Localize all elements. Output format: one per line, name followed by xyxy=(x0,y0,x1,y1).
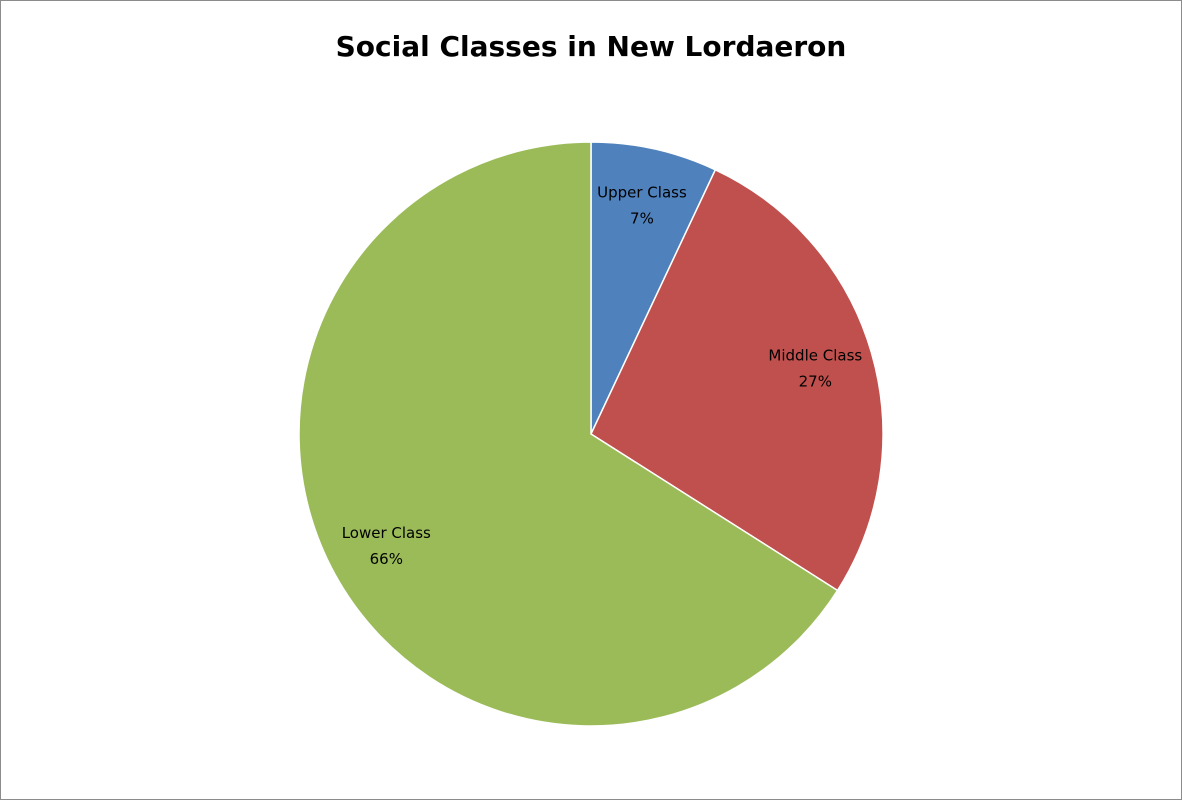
slice-category-label: Middle Class xyxy=(768,346,862,364)
pie-slice xyxy=(298,141,839,727)
slice-value-label: 7% xyxy=(630,210,654,228)
slice-category-label: Upper Class xyxy=(597,184,687,202)
pie-slice xyxy=(590,141,717,435)
slice-category-label: Lower Class xyxy=(342,524,431,542)
slice-value-label: 66% xyxy=(370,550,403,568)
pie-slice xyxy=(590,168,884,592)
slice-value-label: 27% xyxy=(799,372,832,390)
chart-title: Social Classes in New Lordaeron xyxy=(336,30,847,63)
